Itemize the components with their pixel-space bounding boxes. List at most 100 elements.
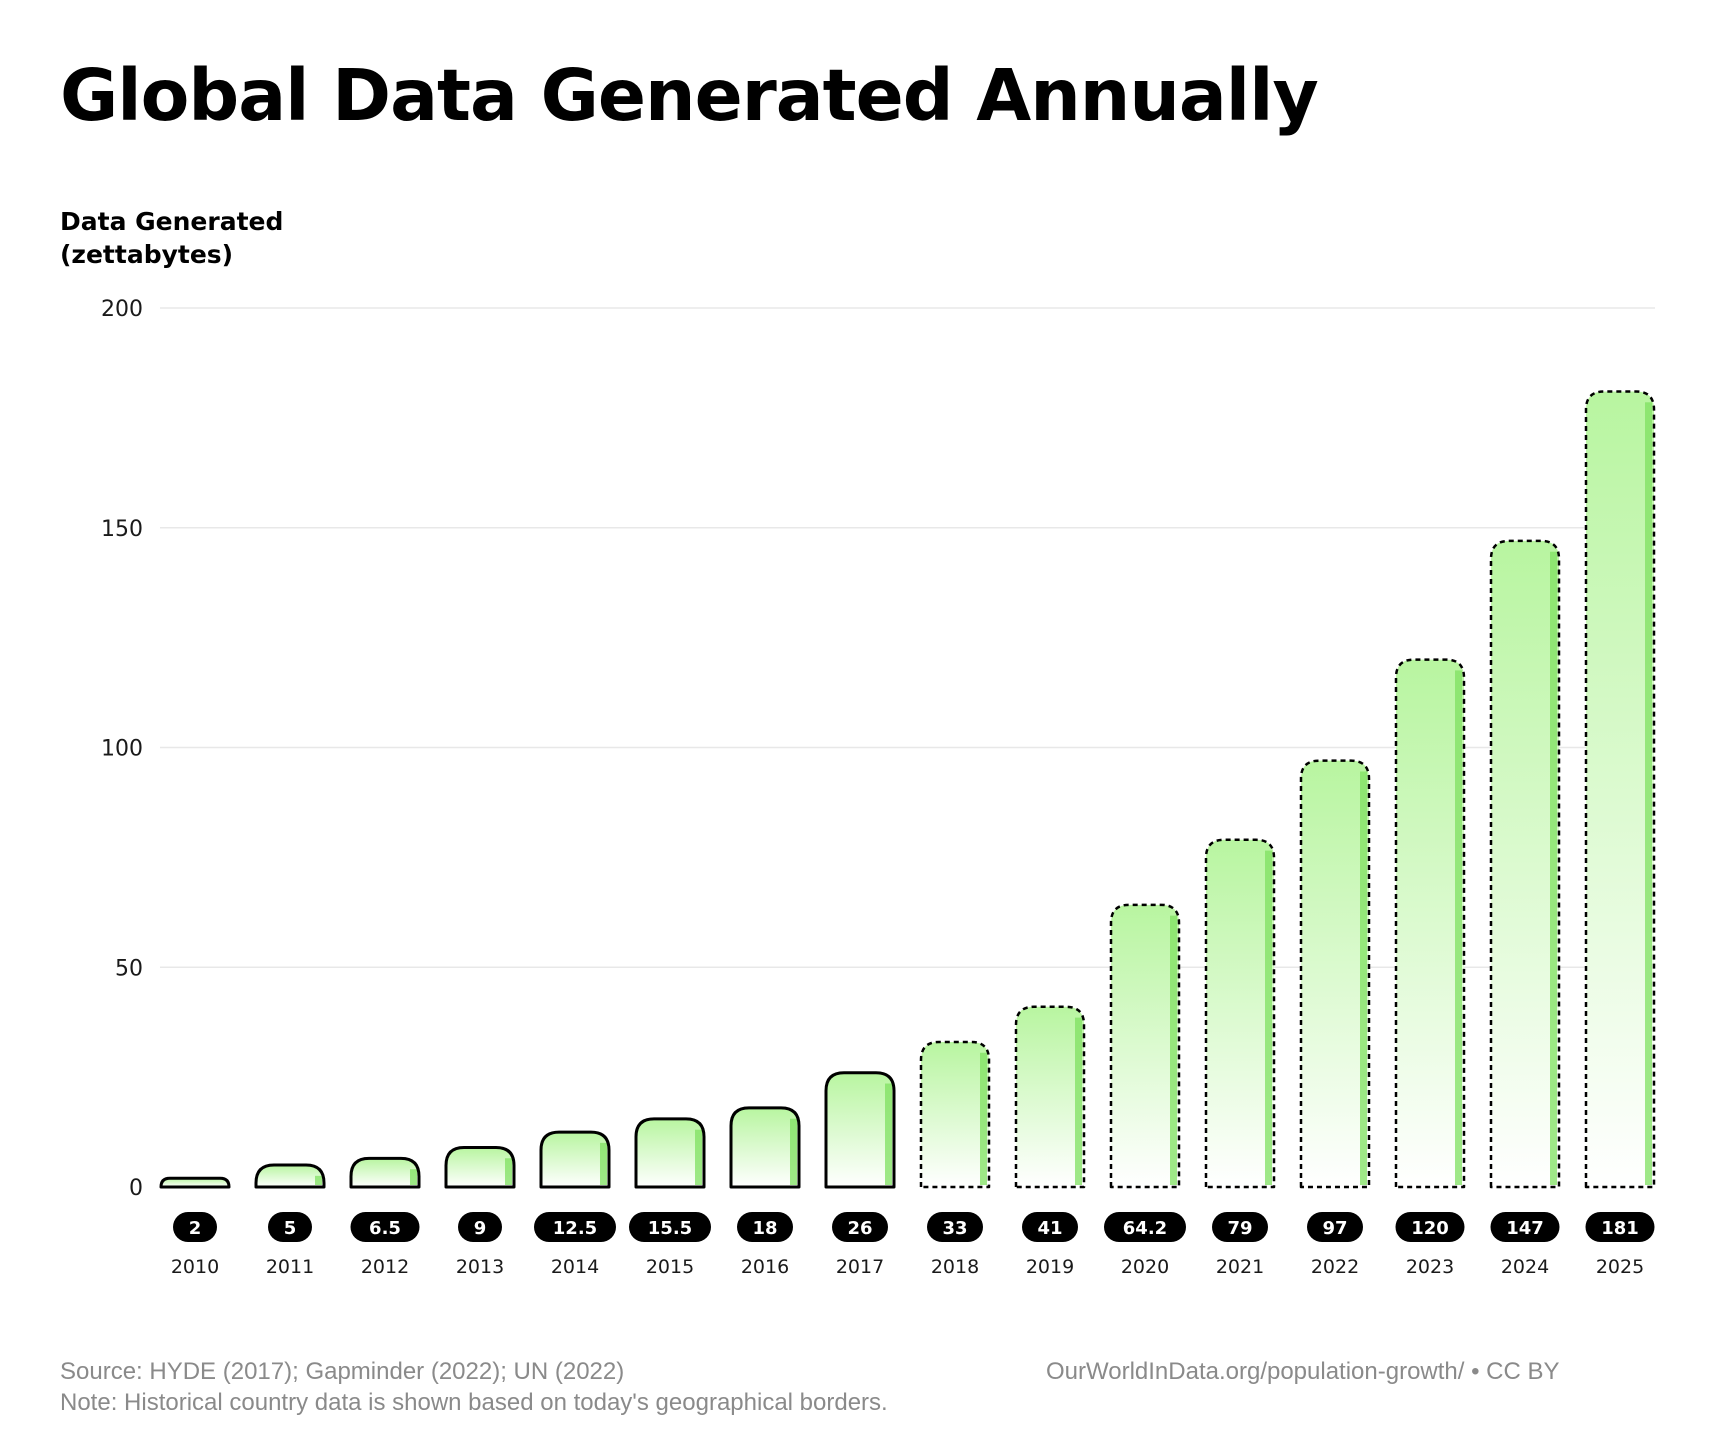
bar-outline — [729, 1106, 801, 1189]
note-text: Note: Historical country data is shown b… — [60, 1389, 888, 1416]
value-label-text: 6.5 — [369, 1218, 401, 1239]
value-label-text: 79 — [1227, 1218, 1252, 1239]
value-label-bg — [1307, 1212, 1363, 1242]
value-label-text: 12.5 — [553, 1218, 597, 1239]
x-tick-label: 2011 — [266, 1256, 314, 1278]
value-label-bg — [458, 1212, 502, 1242]
bar-fill — [1016, 1006, 1084, 1187]
bar-outline-dashed — [1204, 838, 1276, 1189]
x-tick-label: 2014 — [551, 1256, 599, 1278]
value-label-text: 181 — [1601, 1218, 1639, 1239]
bar-2016 — [729, 1106, 801, 1189]
credit-link[interactable]: OurWorldInData.org/population-growth/ • … — [1046, 1358, 1560, 1385]
bar-edge-highlight — [1170, 915, 1177, 1185]
value-label-bg — [268, 1212, 312, 1242]
bar-outline-dashed — [1584, 390, 1656, 1189]
bar-2014 — [539, 1130, 611, 1189]
bar-fill — [541, 1132, 609, 1187]
x-tick-label: 2020 — [1121, 1256, 1169, 1278]
bar-edge-highlight — [1360, 771, 1367, 1185]
bar-edge-highlight — [1455, 670, 1462, 1185]
bar-edge-highlight — [695, 1129, 702, 1185]
source-text: Source: HYDE (2017); Gapminder (2022); U… — [60, 1358, 625, 1385]
bar-edge-highlight — [315, 1175, 322, 1185]
bar-fill — [826, 1072, 894, 1187]
value-label-2019: 41 — [1022, 1212, 1078, 1242]
bar-fill — [1491, 540, 1559, 1187]
value-label-2016: 18 — [737, 1212, 793, 1242]
x-tick-label: 2024 — [1501, 1256, 1549, 1278]
bar-edge-highlight — [600, 1142, 607, 1185]
x-tick-label: 2023 — [1406, 1256, 1454, 1278]
bar-chart: 0 50 100 150 200 2 5 6.5 9 12.5 15.5 18 26 33 41 64.2 7… — [101, 297, 1656, 1278]
bar-fill — [731, 1107, 799, 1187]
value-label-2015: 15.5 — [629, 1212, 711, 1242]
bar-2010 — [159, 1176, 231, 1189]
bar-fill — [1301, 760, 1369, 1187]
bar-outline-dashed — [1299, 759, 1371, 1189]
value-label-2020: 64.2 — [1104, 1212, 1186, 1242]
y-tick-label: 0 — [129, 1176, 143, 1201]
bar-2023 — [1394, 658, 1466, 1189]
bars — [159, 390, 1656, 1189]
value-label-text: 9 — [474, 1218, 487, 1239]
bar-fill — [1111, 904, 1179, 1187]
bar-edge-highlight — [790, 1118, 797, 1185]
footer-left: Source: HYDE (2017); Gapminder (2022); U… — [60, 1356, 888, 1418]
value-label-2018: 33 — [927, 1212, 983, 1242]
bar-2015 — [634, 1117, 706, 1189]
bar-2013 — [444, 1145, 516, 1189]
value-label-2012: 6.5 — [350, 1212, 420, 1242]
x-tick-label: 2018 — [931, 1256, 979, 1278]
bar-fill — [256, 1165, 324, 1187]
value-label-text: 18 — [752, 1218, 777, 1239]
y-axis-title-line-2: (zettabytes) — [60, 240, 234, 269]
value-label-bg — [832, 1212, 888, 1242]
value-label-text: 120 — [1411, 1218, 1449, 1239]
value-label-text: 5 — [284, 1218, 297, 1239]
bar-edge-highlight — [1265, 850, 1272, 1185]
bar-outline — [254, 1163, 326, 1189]
bar-2024 — [1489, 539, 1561, 1189]
bar-edge-highlight — [980, 1052, 987, 1185]
x-tick-label: 2017 — [836, 1256, 884, 1278]
bar-outline — [159, 1176, 231, 1189]
value-label-bg — [173, 1212, 217, 1242]
x-tick-label: 2025 — [1596, 1256, 1644, 1278]
bar-edge-highlight — [1645, 402, 1652, 1185]
value-label-bg — [1104, 1212, 1186, 1242]
value-label-2024: 147 — [1490, 1212, 1560, 1242]
value-label-bg — [1022, 1212, 1078, 1242]
y-tick-label: 50 — [115, 956, 143, 981]
bar-outline — [349, 1156, 421, 1189]
bar-outline-dashed — [1394, 658, 1466, 1189]
bar-2021 — [1204, 838, 1276, 1189]
bar-fill — [1396, 659, 1464, 1187]
value-label-2013: 9 — [458, 1212, 502, 1242]
bar-fill — [921, 1041, 989, 1187]
bar-fill — [446, 1147, 514, 1187]
page-title: Global Data Generated Annually — [60, 54, 1319, 137]
x-tick-label: 2022 — [1311, 1256, 1359, 1278]
value-label-2021: 79 — [1212, 1212, 1268, 1242]
value-label-bg — [1490, 1212, 1560, 1242]
bar-2020 — [1109, 903, 1181, 1189]
bar-edge-highlight — [1075, 1017, 1082, 1185]
bar-outline-dashed — [1109, 903, 1181, 1189]
y-axis-ticks: 0 50 100 150 200 — [101, 297, 143, 1201]
value-label-text: 2 — [189, 1218, 202, 1239]
bar-outline — [539, 1130, 611, 1189]
value-label-2011: 5 — [268, 1212, 312, 1242]
bar-edge-highlight — [885, 1083, 892, 1185]
value-labels: 2 5 6.5 9 12.5 15.5 18 26 33 41 64.2 79 97 120 147 181 — [173, 1212, 1655, 1242]
value-label-2023: 120 — [1395, 1212, 1465, 1242]
value-label-bg — [1585, 1212, 1655, 1242]
value-label-bg — [629, 1212, 711, 1242]
value-label-text: 41 — [1037, 1218, 1062, 1239]
value-label-2022: 97 — [1307, 1212, 1363, 1242]
bar-outline — [444, 1145, 516, 1189]
value-label-bg — [1212, 1212, 1268, 1242]
value-label-text: 26 — [847, 1218, 872, 1239]
value-label-bg — [927, 1212, 983, 1242]
x-tick-label: 2021 — [1216, 1256, 1264, 1278]
